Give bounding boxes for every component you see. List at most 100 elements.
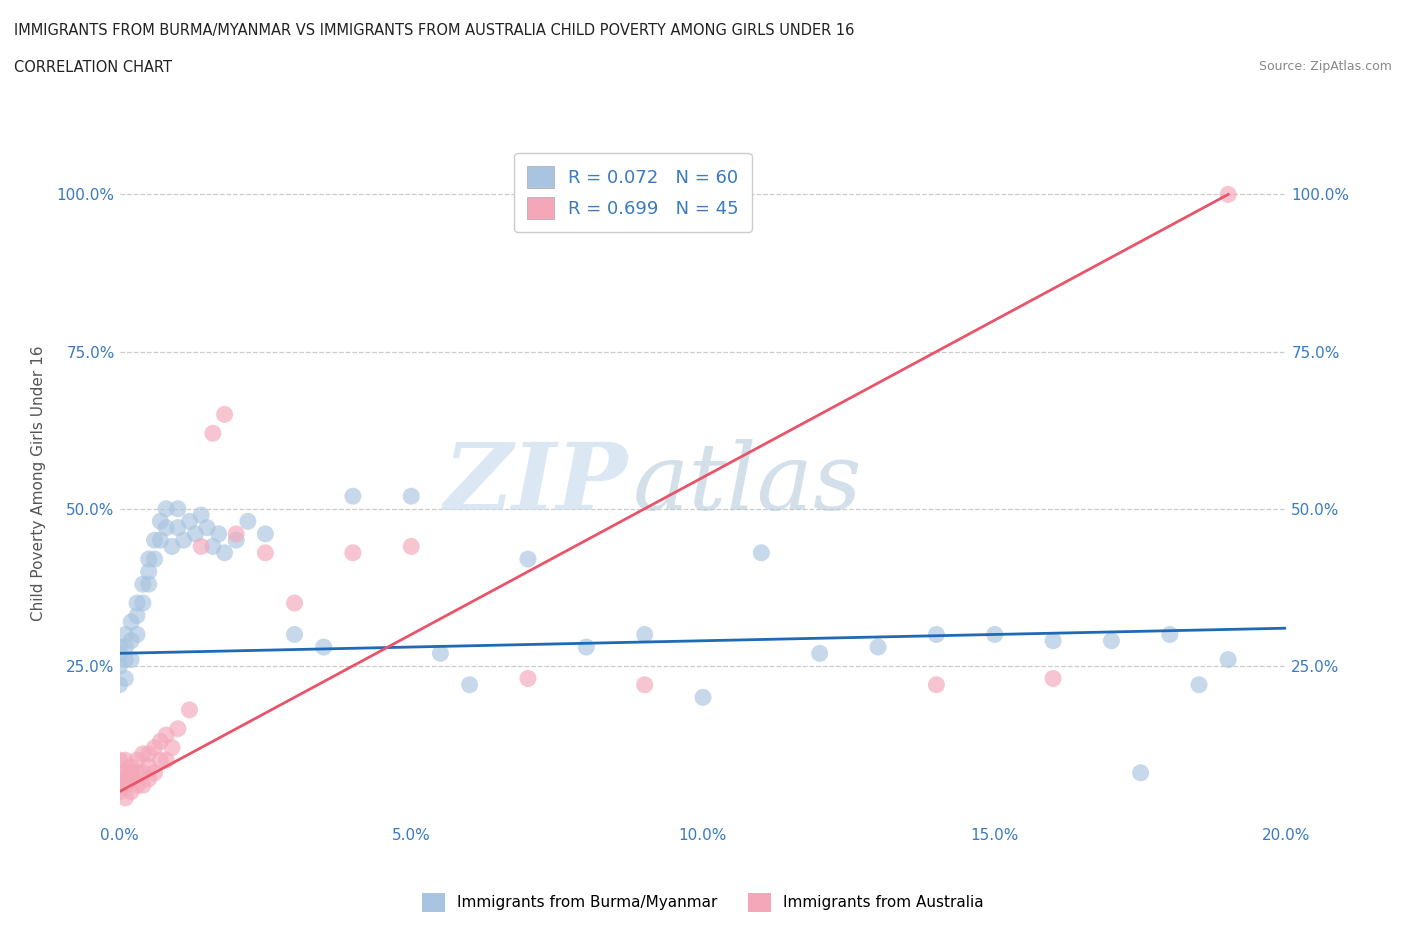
Point [155, 520, 177, 535]
Point [925, 627, 948, 642]
Point [1188, 677, 1211, 692]
Point [138, 565, 160, 579]
Point [114, 777, 136, 792]
Point [108, 784, 131, 799]
Point [149, 533, 172, 548]
Point [312, 640, 335, 655]
Point [208, 526, 231, 541]
Point [214, 545, 236, 560]
Point [108, 658, 131, 673]
Point [201, 539, 224, 554]
Point [138, 772, 160, 787]
Point [1216, 187, 1240, 202]
Point [173, 533, 195, 548]
Point [120, 772, 142, 787]
Point [108, 777, 131, 792]
Point [143, 551, 166, 566]
Point [517, 671, 540, 686]
Point [166, 520, 188, 535]
Point [132, 747, 155, 762]
Point [120, 615, 142, 630]
Point [1129, 765, 1152, 780]
Point [236, 514, 259, 529]
Point [114, 790, 136, 805]
Point [575, 640, 598, 655]
Point [925, 677, 948, 692]
Text: ZIP: ZIP [443, 439, 627, 528]
Point [166, 722, 188, 737]
Point [149, 514, 172, 529]
Point [983, 627, 1005, 642]
Point [399, 489, 422, 504]
Point [114, 752, 136, 767]
Point [166, 501, 188, 516]
Point [132, 765, 155, 780]
Point [1216, 652, 1240, 667]
Point [143, 740, 166, 755]
Point [160, 539, 183, 554]
Point [160, 740, 183, 755]
Point [138, 551, 160, 566]
Point [155, 501, 177, 516]
Point [149, 734, 172, 749]
Point [138, 577, 160, 591]
Point [120, 759, 142, 774]
Point [125, 627, 148, 642]
Point [108, 765, 131, 780]
Point [108, 752, 131, 767]
Point [125, 765, 148, 780]
Point [120, 652, 142, 667]
Point [120, 633, 142, 648]
Point [254, 545, 277, 560]
Point [283, 595, 307, 610]
Point [429, 646, 451, 661]
Point [190, 539, 212, 554]
Point [866, 640, 889, 655]
Point [225, 533, 247, 548]
Point [114, 640, 136, 655]
Point [114, 627, 136, 642]
Point [155, 727, 177, 742]
Text: IMMIGRANTS FROM BURMA/MYANMAR VS IMMIGRANTS FROM AUSTRALIA CHILD POVERTY AMONG G: IMMIGRANTS FROM BURMA/MYANMAR VS IMMIGRA… [14, 23, 855, 38]
Point [125, 752, 148, 767]
Legend: R = 0.072   N = 60, R = 0.699   N = 45: R = 0.072 N = 60, R = 0.699 N = 45 [515, 153, 752, 232]
Point [125, 777, 148, 792]
Point [114, 765, 136, 780]
Point [114, 671, 136, 686]
Point [108, 772, 131, 787]
Point [195, 520, 218, 535]
Point [225, 526, 247, 541]
Point [1042, 633, 1064, 648]
Point [143, 765, 166, 780]
Point [342, 489, 364, 504]
Point [399, 539, 422, 554]
Point [114, 772, 136, 787]
Point [108, 640, 131, 655]
Point [283, 627, 307, 642]
Point [125, 595, 148, 610]
Point [1042, 671, 1064, 686]
Point [120, 765, 142, 780]
Point [108, 677, 131, 692]
Point [633, 627, 655, 642]
Point [132, 777, 155, 792]
Point [132, 595, 155, 610]
Point [184, 526, 207, 541]
Text: atlas: atlas [633, 439, 862, 528]
Point [114, 652, 136, 667]
Point [138, 759, 160, 774]
Point [201, 426, 224, 441]
Text: CORRELATION CHART: CORRELATION CHART [14, 60, 172, 75]
Point [143, 533, 166, 548]
Point [1159, 627, 1181, 642]
Point [458, 677, 481, 692]
Point [214, 407, 236, 422]
Point [179, 514, 201, 529]
Point [120, 784, 142, 799]
Point [179, 702, 201, 717]
Y-axis label: Child Poverty Among Girls Under 16: Child Poverty Among Girls Under 16 [31, 346, 45, 621]
Point [254, 526, 277, 541]
Point [749, 545, 772, 560]
Point [190, 508, 212, 523]
Point [692, 690, 714, 705]
